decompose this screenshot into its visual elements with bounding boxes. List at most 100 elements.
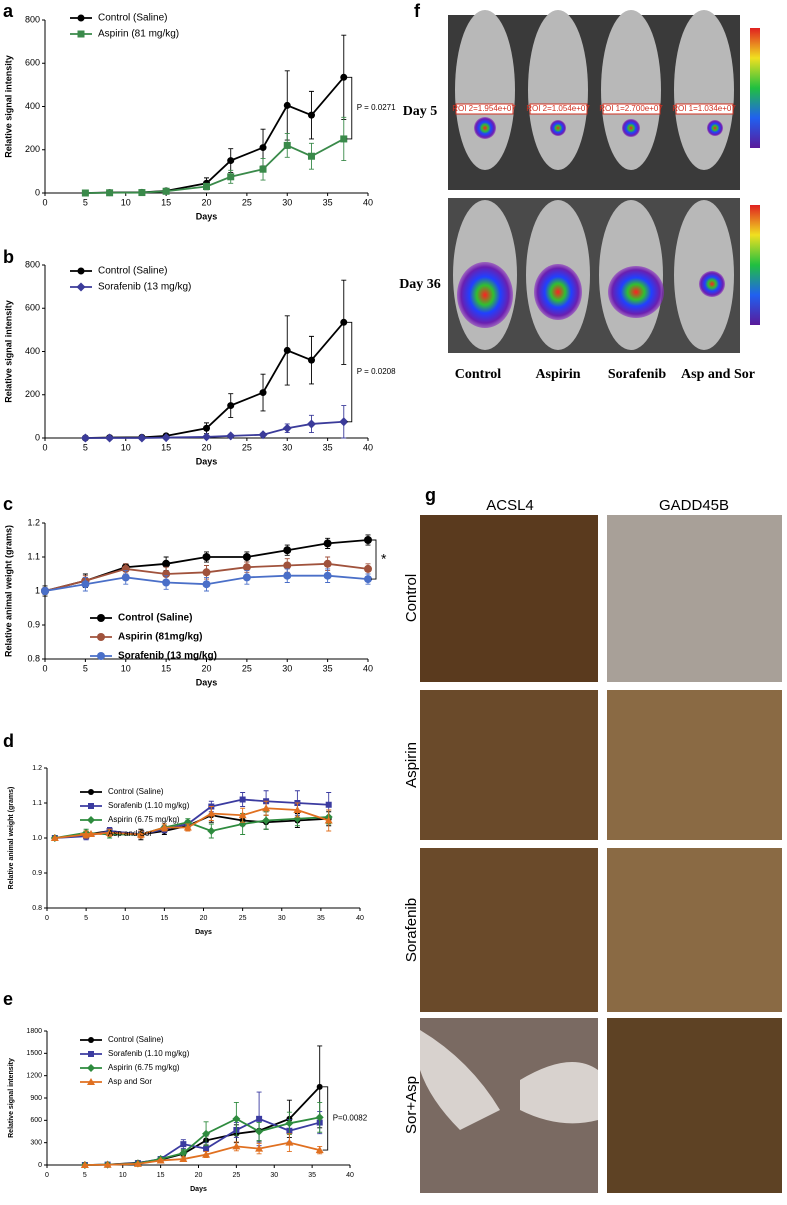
x-tick-label: 0 — [45, 915, 49, 922]
legend-marker — [78, 268, 85, 275]
annotation: P = 0.0208 — [357, 367, 396, 376]
marker — [243, 563, 251, 571]
marker — [324, 572, 332, 580]
column-label: Aspirin — [535, 367, 580, 382]
marker — [284, 102, 291, 109]
bracket — [347, 77, 352, 139]
column-label: Asp and Sor — [681, 367, 755, 382]
legend-label: Sorafenib (13 mg/kg) — [98, 282, 191, 293]
marker — [283, 546, 291, 554]
y-tick-label: 800 — [25, 14, 40, 24]
x-tick-label: 10 — [121, 442, 131, 452]
x-tick-label: 20 — [200, 915, 208, 922]
marker — [243, 553, 251, 561]
legend-marker — [77, 283, 86, 292]
marker — [138, 189, 145, 196]
y-tick-label: 0.8 — [32, 905, 42, 912]
legend-label: Asp and Sor — [108, 1077, 152, 1086]
row-label: Day 5 — [403, 104, 438, 119]
marker — [284, 142, 291, 149]
marker — [162, 579, 170, 587]
column-label: Control — [455, 367, 502, 382]
legend-label: Control (Saline) — [108, 1035, 164, 1044]
y-axis-label: Relative signal intensity — [3, 55, 13, 158]
y-tick-label: 1 — [35, 585, 40, 595]
legend-label: Control (Saline) — [108, 787, 164, 796]
marker — [324, 560, 332, 568]
color-bar — [750, 205, 760, 325]
marker — [256, 1116, 262, 1122]
bracket — [347, 322, 352, 421]
x-tick-label: 10 — [121, 663, 131, 673]
marker — [284, 347, 291, 354]
legend-marker — [88, 1051, 94, 1057]
histology-image — [420, 848, 598, 1012]
x-tick-label: 20 — [201, 663, 211, 673]
y-tick-label: 1.2 — [27, 517, 40, 527]
marker — [317, 1084, 323, 1090]
legend-label: Sorafenib (13 mg/kg) — [118, 651, 217, 662]
legend-label: Asp and Sor — [108, 829, 152, 838]
legend-label: Aspirin (81mg/kg) — [118, 632, 202, 643]
roi-label: ROI 2=1.954e+07 — [452, 104, 516, 113]
marker — [41, 587, 49, 595]
histology-image — [607, 515, 782, 682]
marker — [227, 157, 234, 164]
column-label: Sorafenib — [608, 367, 667, 382]
y-tick-label: 900 — [30, 1095, 42, 1102]
marker — [105, 434, 114, 443]
y-tick-label: 0.8 — [27, 653, 40, 663]
x-tick-label: 30 — [282, 197, 292, 207]
x-tick-label: 40 — [363, 663, 373, 673]
x-tick-label: 15 — [160, 915, 168, 922]
legend-label: Control (Saline) — [98, 13, 167, 24]
y-tick-label: 200 — [25, 144, 40, 154]
x-tick-label: 35 — [323, 442, 333, 452]
y-tick-label: 1.2 — [32, 765, 42, 772]
legend-label: Aspirin (6.75 mg/kg) — [108, 1063, 180, 1072]
x-tick-label: 10 — [121, 197, 131, 207]
x-tick-label: 0 — [42, 663, 47, 673]
x-tick-label: 40 — [363, 442, 373, 452]
marker — [207, 827, 215, 835]
y-tick-label: 200 — [25, 389, 40, 399]
y-tick-label: 1.0 — [32, 835, 42, 842]
marker — [285, 1139, 293, 1146]
y-axis-label: Relative animal weight (grams) — [8, 787, 15, 890]
row-label: Day 36 — [399, 277, 441, 292]
x-tick-label: 20 — [201, 442, 211, 452]
y-tick-label: 1.1 — [27, 551, 40, 561]
x-tick-label: 40 — [346, 1172, 354, 1179]
x-tick-label: 15 — [161, 663, 171, 673]
marker — [243, 573, 251, 581]
marker — [340, 74, 347, 81]
bracket — [371, 540, 376, 579]
legend-label: Aspirin (6.75 mg/kg) — [108, 815, 180, 824]
marker — [260, 166, 267, 173]
series-line — [85, 1143, 320, 1165]
x-tick-label: 30 — [278, 915, 286, 922]
legend-marker — [88, 1037, 94, 1043]
y-tick-label: 1500 — [26, 1050, 42, 1057]
x-tick-label: 25 — [232, 1172, 240, 1179]
marker — [240, 797, 246, 803]
legend-label: Control (Saline) — [118, 613, 192, 624]
x-tick-label: 35 — [323, 663, 333, 673]
x-tick-label: 25 — [242, 197, 252, 207]
marker — [203, 183, 210, 190]
marker — [163, 188, 170, 195]
roi-label: ROI 1=2.700e+07 — [599, 104, 663, 113]
marker — [283, 562, 291, 570]
legend-label: Control (Saline) — [98, 266, 167, 277]
marker — [106, 189, 113, 196]
roi-label: ROI 2=1.054e+07 — [526, 104, 590, 113]
series-line — [85, 77, 343, 193]
panel-label: d — [3, 731, 14, 751]
x-tick-label: 30 — [282, 663, 292, 673]
column-label: GADD45B — [659, 497, 729, 514]
marker — [227, 173, 234, 180]
y-axis-label: Relative signal intensity — [8, 1058, 15, 1138]
marker — [202, 432, 211, 441]
y-tick-label: 300 — [30, 1140, 42, 1147]
